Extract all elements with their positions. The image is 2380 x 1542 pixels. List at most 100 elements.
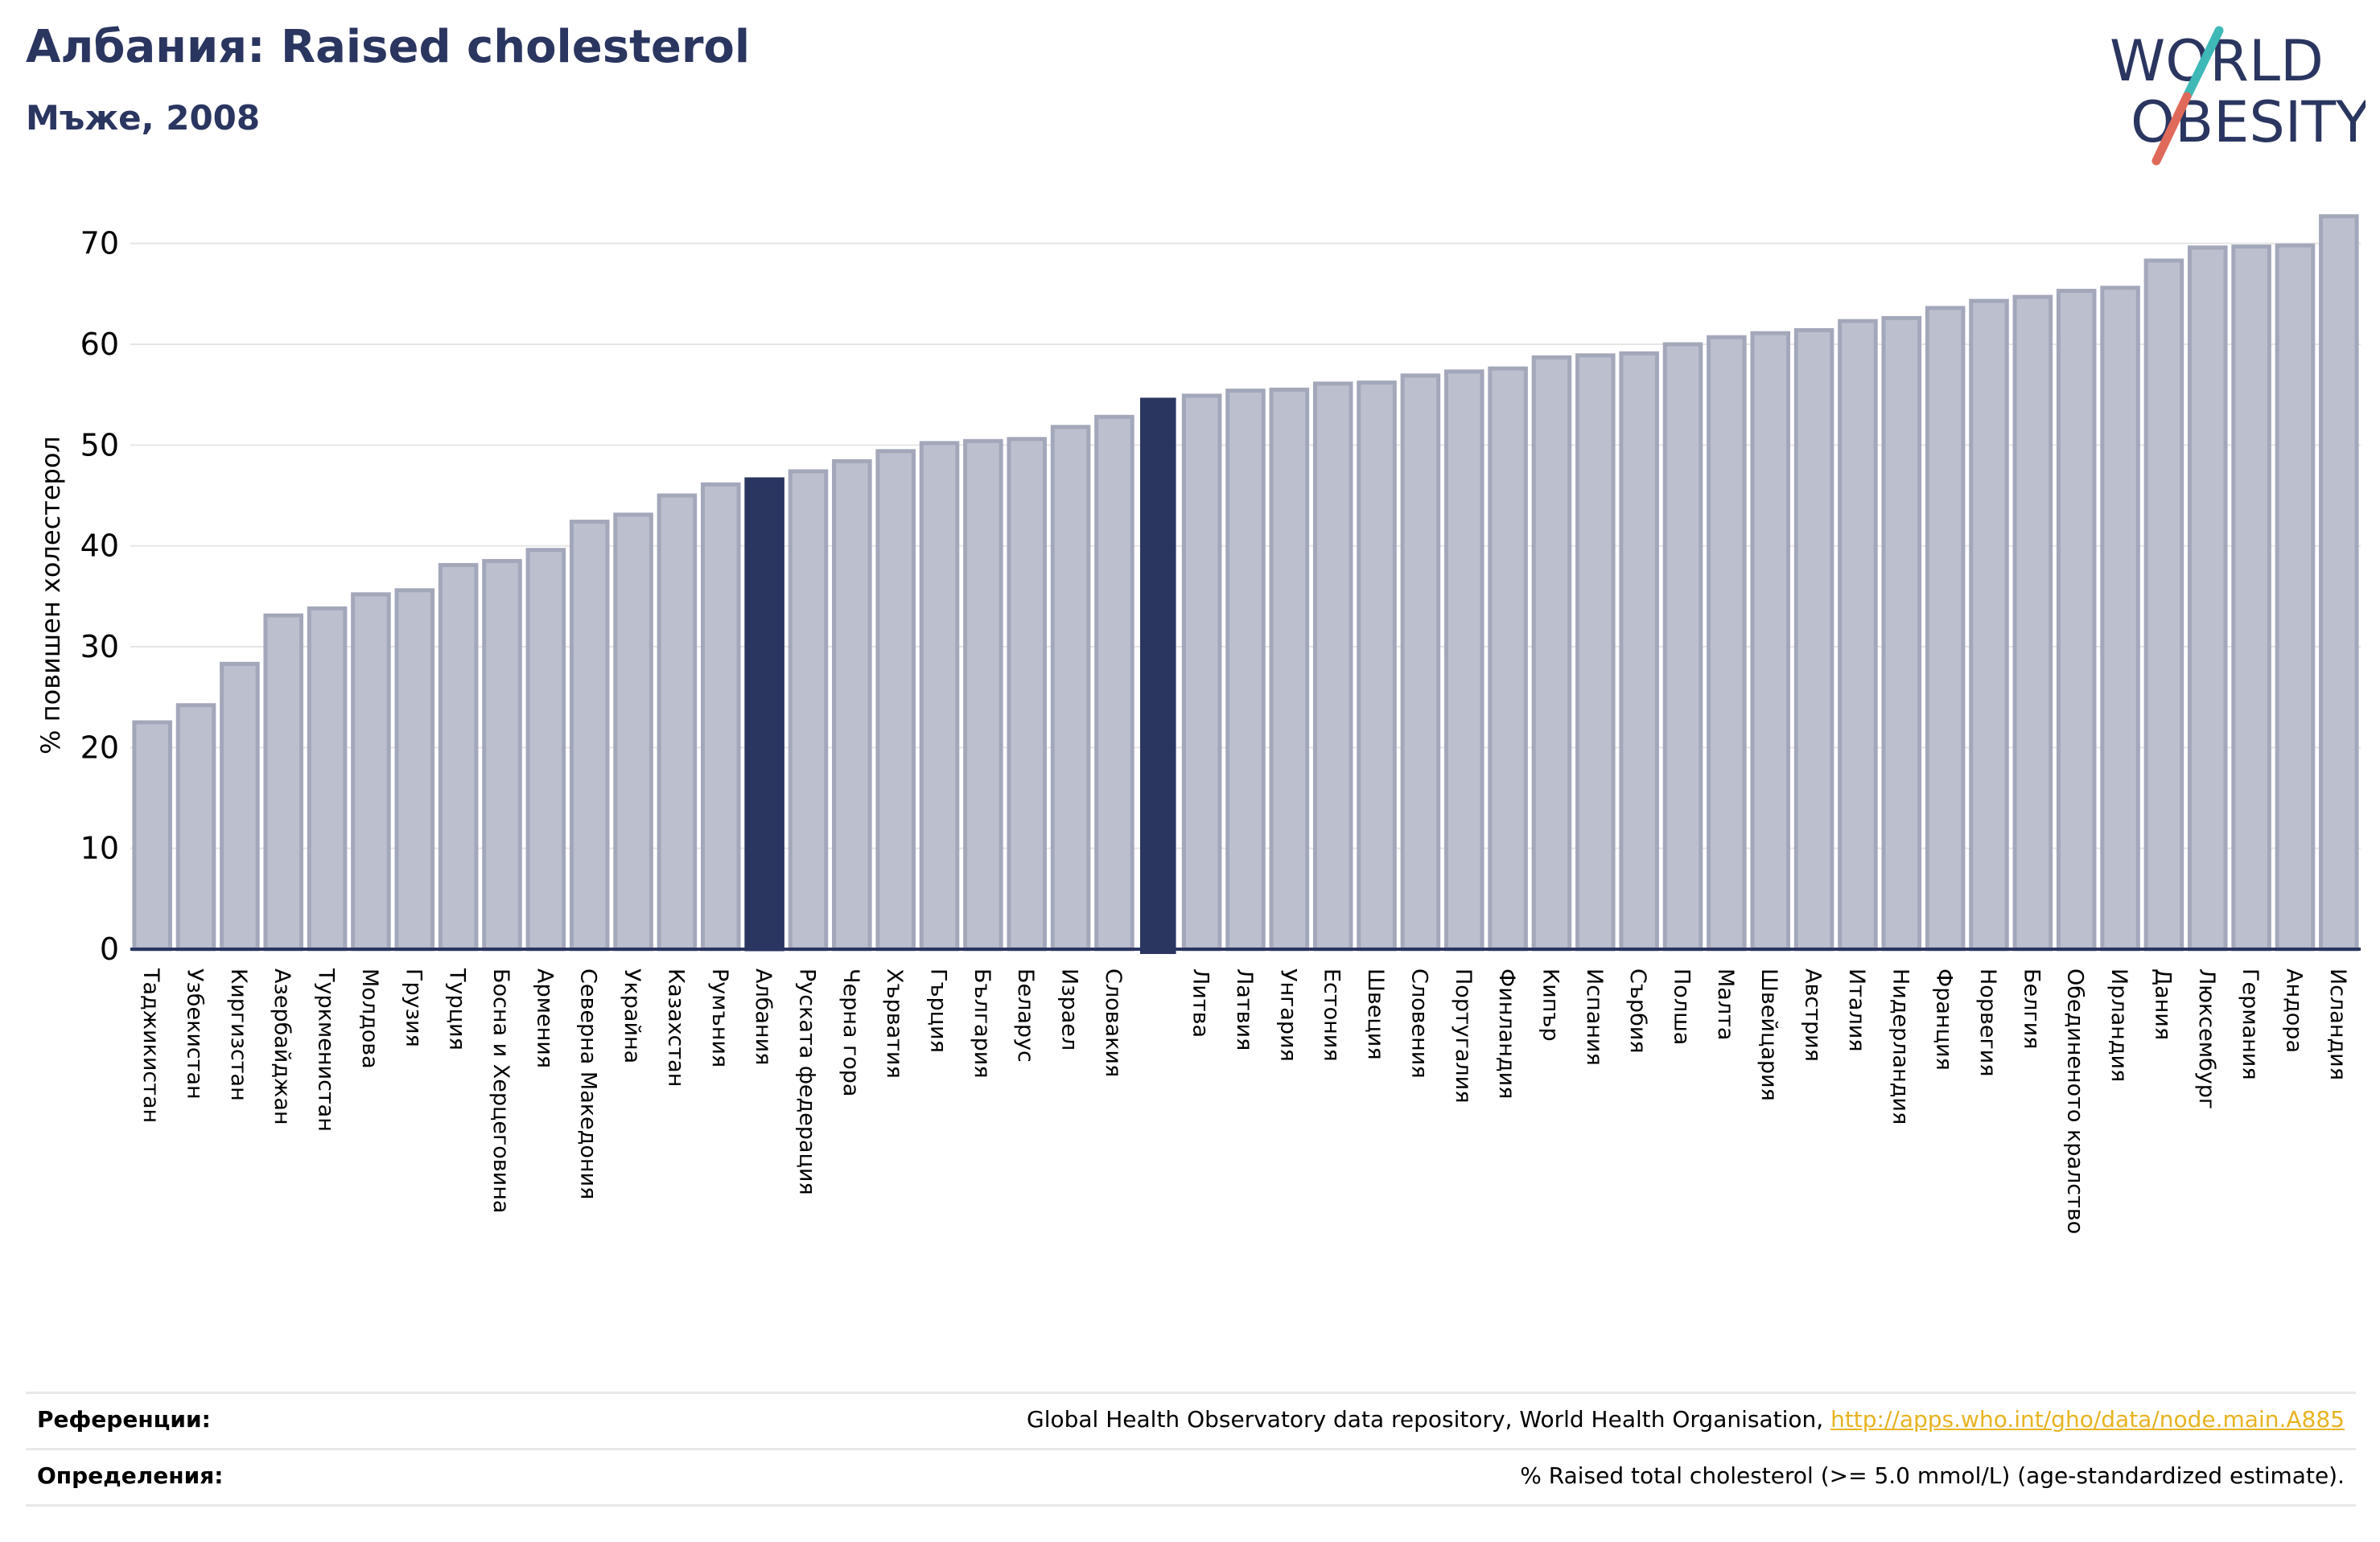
bar-49 — [2275, 243, 2316, 952]
bar-5 — [307, 606, 348, 952]
x-tick-label: Норвегия — [1975, 968, 2000, 1076]
bar-4 — [263, 613, 304, 952]
x-tick-label: Кипър — [1538, 968, 1563, 1042]
x-tick-label: Финландия — [1494, 968, 1519, 1099]
bar-13 — [657, 493, 698, 952]
bar-24 — [1181, 393, 1222, 952]
bar-38 — [1793, 327, 1834, 952]
bar-23 — [1094, 414, 1134, 952]
bar-41 — [1925, 306, 1966, 952]
bar-8 — [438, 562, 479, 952]
x-tick-label: Швеция — [1363, 968, 1388, 1060]
x-tick-label: Турция — [445, 968, 470, 1051]
x-tick-label: Франция — [1932, 968, 1957, 1071]
x-tick-label: Таджикистан — [138, 968, 163, 1123]
y-tick-label: 30 — [80, 629, 119, 664]
x-tick-label: Испания — [1582, 968, 1607, 1066]
bar-39 — [1838, 319, 1878, 952]
x-tick-label: Италия — [1844, 968, 1869, 1052]
footer-divider-middle — [26, 1448, 2356, 1450]
x-tick-label: Албания — [751, 968, 776, 1065]
bar-50 — [2319, 214, 2359, 952]
bar-31 — [1488, 366, 1528, 952]
x-tick-label: Германия — [2238, 968, 2263, 1080]
bar-14 — [700, 482, 741, 952]
x-tick-label: Нидерландия — [1888, 968, 1913, 1125]
bar-43 — [2012, 294, 2053, 952]
bar-47 — [2187, 245, 2228, 952]
x-tick-label: Исландия — [2325, 968, 2350, 1080]
chart-subtitle: Мъже, 2008 — [26, 98, 261, 138]
x-tick-label: Румъния — [707, 968, 732, 1067]
x-tick-label: Унгария — [1275, 968, 1300, 1062]
bar-46 — [2143, 258, 2184, 952]
bar-48 — [2231, 244, 2271, 952]
bar-29 — [1400, 373, 1441, 952]
x-tick-label: Люксембург — [2194, 968, 2219, 1109]
definitions-label: Определения: — [37, 1462, 224, 1489]
bar-22 — [1050, 425, 1091, 952]
x-tick-label: Дания — [2150, 968, 2175, 1040]
x-tick-label: Обединеното кралство — [2063, 968, 2088, 1234]
bar-40 — [1881, 315, 1922, 952]
x-tick-label: Босна и Херцеговина — [488, 968, 513, 1213]
x-tick-label: Узбекистан — [183, 968, 208, 1100]
x-tick-label: Андора — [2281, 968, 2306, 1053]
x-tick-label: Естония — [1320, 968, 1344, 1062]
x-tick-label: Литва — [1188, 968, 1213, 1038]
y-tick-label: 20 — [80, 730, 119, 765]
references-label: Референции: — [37, 1406, 211, 1433]
bar-reference — [1140, 397, 1176, 955]
x-tick-label: Туркменистан — [314, 968, 339, 1132]
x-tick-label: Израел — [1057, 968, 1082, 1051]
bar-19 — [919, 441, 960, 952]
bar-10 — [525, 548, 566, 952]
x-tick-label: Северна Македония — [576, 968, 601, 1199]
x-tick-label: Армения — [532, 968, 557, 1068]
references-source: Global Health Observatory data repositor… — [1027, 1406, 1831, 1433]
x-tick-label: Ирландия — [2106, 968, 2131, 1082]
bar-34 — [1619, 351, 1659, 952]
y-tick-label: 40 — [80, 528, 119, 564]
bar-33 — [1575, 353, 1616, 952]
logo-slash-coral — [2151, 92, 2192, 166]
x-tick-label: България — [970, 968, 994, 1079]
x-tick-label: Португалия — [1451, 968, 1476, 1103]
bar-18 — [875, 449, 916, 952]
bar-37 — [1750, 331, 1791, 952]
bar-36 — [1707, 335, 1747, 952]
y-tick-label: 60 — [80, 327, 119, 362]
logo-slash-teal — [2182, 26, 2224, 101]
x-tick-label: Азербайджан — [270, 968, 294, 1125]
bar-15 — [744, 477, 784, 952]
bar-30 — [1443, 369, 1484, 952]
bar-26 — [1269, 387, 1310, 952]
y-tick-label: 10 — [80, 831, 119, 866]
bar-28 — [1357, 380, 1397, 952]
bar-17 — [832, 458, 872, 952]
x-tick-label: Словения — [1406, 968, 1431, 1079]
x-tick-label: Словакия — [1101, 968, 1126, 1077]
x-tick-label: Украйна — [620, 968, 644, 1063]
x-tick-label: Грузия — [401, 968, 426, 1047]
bar-6 — [351, 592, 391, 952]
x-tick-label: Швейцария — [1756, 968, 1781, 1101]
bar-3 — [220, 661, 260, 952]
bar-42 — [1969, 298, 2009, 952]
chart-title: Албания: Raised cholesterol — [26, 21, 751, 73]
bar-12 — [613, 512, 653, 952]
bar-9 — [482, 558, 522, 952]
x-tick-label: Киргизстан — [226, 968, 251, 1101]
bar-45 — [2100, 286, 2140, 952]
x-tick-label: Полша — [1670, 968, 1694, 1045]
world-obesity-logo: WORLD OBESITY — [2110, 26, 2366, 166]
footer-divider-bottom — [26, 1504, 2356, 1507]
bar-chart: 0 10 20 30 40 50 60 70 % повишен холестерол Таджи… — [35, 214, 2361, 1234]
bar-2 — [175, 703, 216, 952]
bar-1 — [132, 720, 172, 952]
bar-25 — [1225, 389, 1266, 952]
references-link[interactable]: http://apps.who.int/gho/data/node.main.A… — [1830, 1406, 2345, 1433]
x-tick-label: Малта — [1713, 968, 1738, 1040]
bar-21 — [1007, 437, 1048, 952]
bar-16 — [788, 469, 829, 952]
